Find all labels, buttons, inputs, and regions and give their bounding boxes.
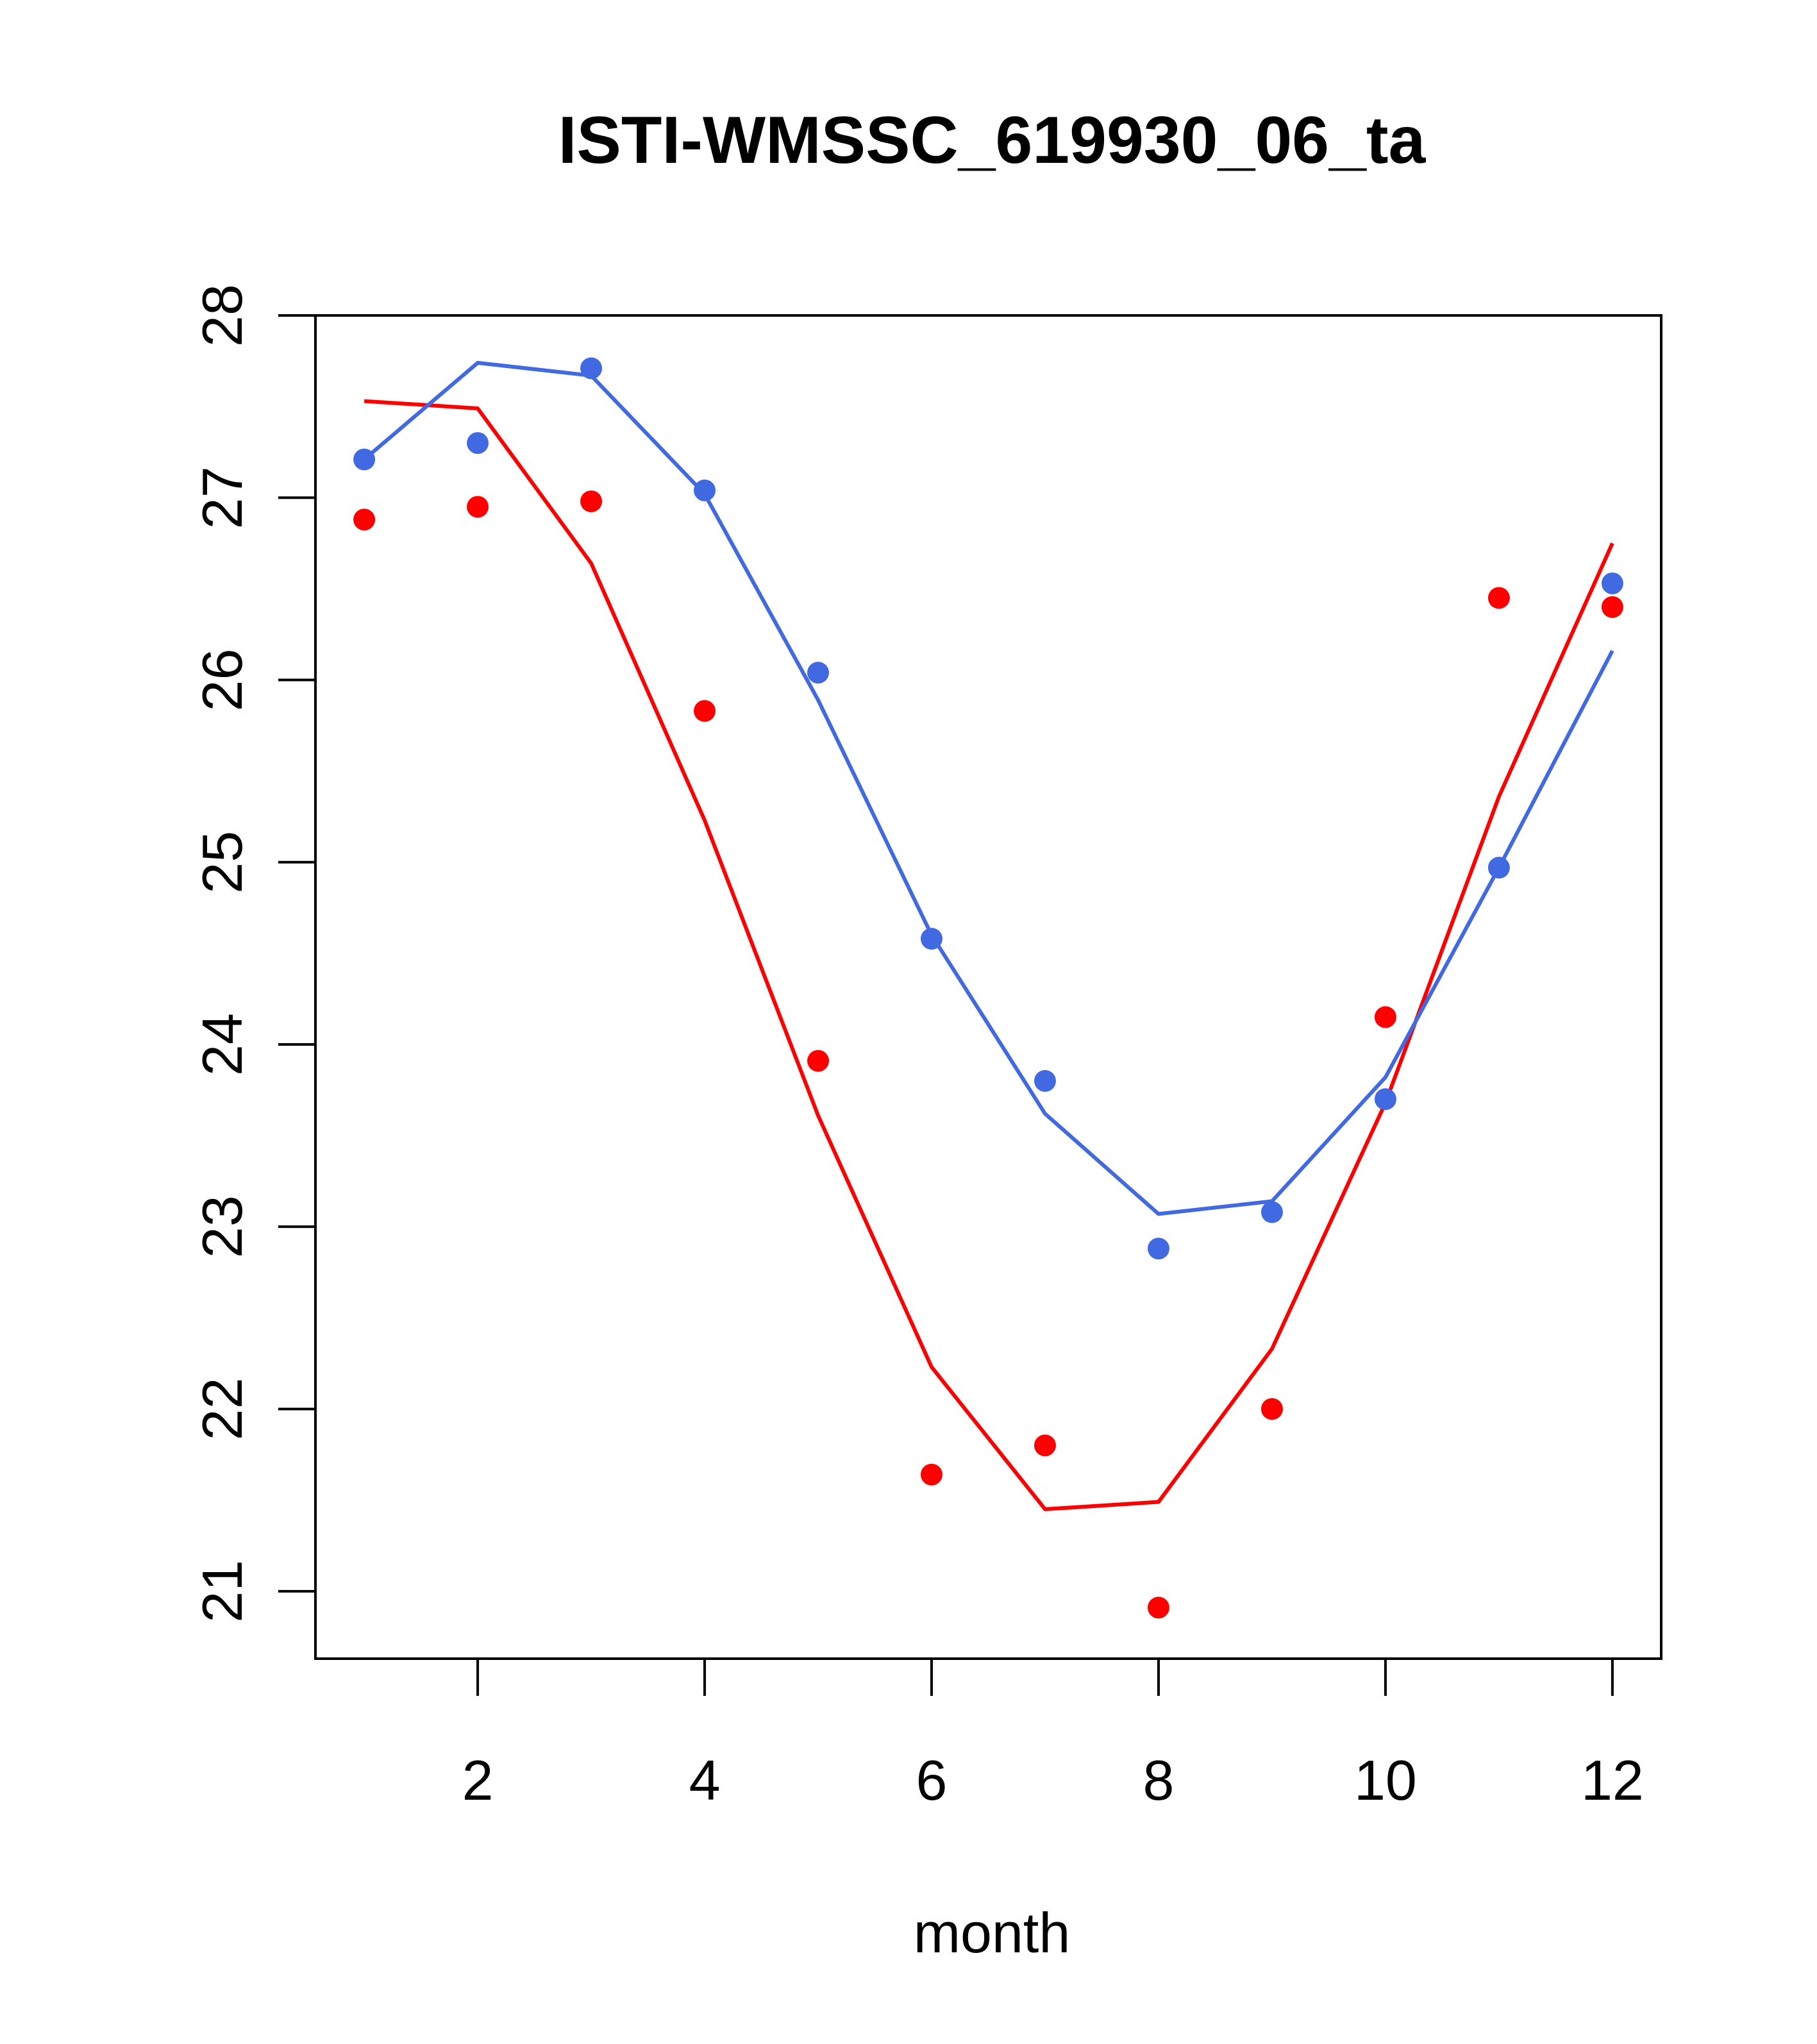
red-line-series — [364, 399, 1614, 1511]
series-layer — [353, 357, 1623, 1619]
y-tick-label: 28 — [190, 284, 254, 347]
red-points-point — [1374, 1006, 1396, 1028]
y-tick-label: 22 — [190, 1378, 254, 1441]
red-points-point — [1147, 1596, 1169, 1619]
y-tick-label: 27 — [190, 466, 254, 529]
x-tick-label: 2 — [462, 1748, 494, 1812]
red-points-point — [580, 490, 603, 512]
red-points-point — [1260, 1398, 1283, 1420]
blue-points-point — [807, 662, 830, 684]
red-points-point — [353, 508, 376, 531]
red-points-point — [694, 699, 716, 722]
plot-frame — [314, 314, 1662, 1660]
x-tick-label: 10 — [1354, 1748, 1417, 1812]
red-points-point — [921, 1463, 943, 1486]
blue-points-point — [467, 431, 489, 454]
blue-points-point — [694, 479, 716, 501]
x-tick-label: 8 — [1143, 1748, 1174, 1812]
blue-points-point — [1034, 1069, 1056, 1092]
red-points-point — [1034, 1434, 1056, 1457]
y-tick-label: 26 — [190, 649, 254, 712]
blue-points-point — [1374, 1088, 1396, 1110]
chart-title: ISTI-WMSSC_619930_06_ta — [558, 103, 1427, 178]
y-tick-label: 24 — [190, 1013, 254, 1076]
y-axis: 21 22 23 24 25 26 27 28 — [190, 284, 317, 1623]
y-tick-label: 25 — [190, 831, 254, 894]
y-tick-label: 21 — [190, 1560, 254, 1623]
red-points-point — [467, 496, 489, 518]
x-tick-label: 6 — [916, 1748, 948, 1812]
x-tick-label: 12 — [1581, 1748, 1644, 1812]
blue-points-point — [1601, 572, 1623, 594]
blue-points-point — [1260, 1201, 1283, 1223]
red-points-point — [1487, 587, 1510, 609]
red-points-point — [1601, 596, 1623, 618]
x-axis-label: month — [914, 1901, 1071, 1964]
blue-points-point — [1147, 1237, 1169, 1260]
y-tick-label: 23 — [190, 1195, 254, 1258]
blue-line-series — [363, 360, 1614, 1216]
x-axis: 2 4 6 8 10 12 — [462, 1657, 1644, 1812]
red-points-point — [807, 1050, 830, 1072]
x-tick-label: 4 — [689, 1748, 721, 1812]
